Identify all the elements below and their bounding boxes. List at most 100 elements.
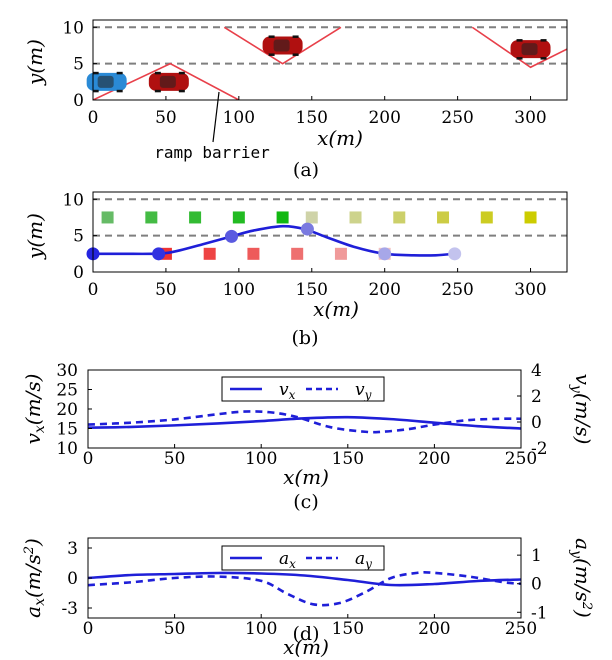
y-tick-label: 0 xyxy=(531,413,542,433)
y-tick-label: 10 xyxy=(56,439,78,459)
x-tick-label: 150 xyxy=(332,449,364,469)
x-ticks: 0 50 100 150 200 250 xyxy=(83,614,537,639)
x-axis-label: x(m) xyxy=(313,297,359,321)
y-tick-label: 10 xyxy=(62,18,84,38)
car-wheel xyxy=(116,71,123,75)
plot-frame xyxy=(92,191,568,273)
red-car xyxy=(148,71,189,93)
x-tick-label: 150 xyxy=(296,108,328,128)
trajectory-marker xyxy=(448,247,462,261)
vehicle-square xyxy=(247,247,260,260)
x-tick-label: 150 xyxy=(332,619,364,639)
y-axis-label-right: ay(m/s2) xyxy=(568,538,595,618)
y-tick-label: 25 xyxy=(56,381,78,401)
y-ticks-left: -3 0 3 xyxy=(61,539,92,619)
trajectory-marker xyxy=(225,229,239,243)
barrier-line xyxy=(471,26,567,69)
car-wheel xyxy=(178,89,185,93)
red-car xyxy=(262,35,303,56)
trajectory-marker xyxy=(152,247,166,261)
x-tick-label: 50 xyxy=(155,108,177,128)
vehicle-square xyxy=(189,211,202,224)
x-tick-label: 0 xyxy=(88,280,99,300)
vehicle-square xyxy=(232,211,245,224)
y-tick-label: 0 xyxy=(73,263,84,283)
y-tick-label: 0 xyxy=(67,569,78,589)
car-wheel xyxy=(516,57,523,60)
caption-c: (c) xyxy=(293,491,318,513)
y-ticks: 0 5 10 xyxy=(62,190,97,283)
x-tick-label: 0 xyxy=(88,108,99,128)
caption-d: (d) xyxy=(293,623,320,645)
y-axis-label-left: ax(m/s2) xyxy=(21,538,48,618)
x-tick-label: 200 xyxy=(418,619,450,639)
x-tick-label: 150 xyxy=(296,280,328,300)
x-tick-label: 0 xyxy=(83,449,94,469)
y-axis-label-right: vy(m/s) xyxy=(568,374,595,445)
car-wheel xyxy=(292,53,299,56)
y-ticks: 0 5 10 xyxy=(62,18,97,111)
lane-lines xyxy=(93,26,567,65)
y-tick-label: 0 xyxy=(531,575,542,595)
annotation-leader xyxy=(212,91,220,143)
annotation-ramp-barrier: ramp barrier xyxy=(154,143,270,162)
y-tick-label: 30 xyxy=(56,361,78,381)
x-ticks: 0 50 100 150 200 250 xyxy=(83,444,537,469)
legend: ax ay xyxy=(221,545,385,571)
car-wheel xyxy=(540,39,547,42)
car-wheel xyxy=(268,35,275,38)
x-tick-label: 50 xyxy=(164,449,186,469)
x-tick-label: 250 xyxy=(441,280,473,300)
trajectory-marker xyxy=(378,247,392,261)
lane-lines xyxy=(93,198,567,237)
vehicle-square xyxy=(101,211,114,224)
x-tick-label: 50 xyxy=(155,280,177,300)
car-roof xyxy=(159,75,176,88)
y-ticks-right: -1 0 1 xyxy=(517,546,548,623)
x-tick-label: 100 xyxy=(245,449,277,469)
series-vy xyxy=(88,410,521,434)
car-roof xyxy=(273,39,290,52)
car-wheel xyxy=(92,71,99,75)
panel-b: 0 50 100 150 200 250 300 0 5 10 y(m) x(m) (b) xyxy=(23,190,568,349)
y-axis-label: y(m) xyxy=(23,213,47,260)
trajectory xyxy=(93,224,455,257)
car-wheel xyxy=(516,39,523,42)
car-wheel xyxy=(268,53,275,56)
y-tick-label: -3 xyxy=(61,599,78,619)
y-ticks-right: -2 0 2 4 xyxy=(517,361,548,459)
x-tick-label: 200 xyxy=(368,280,400,300)
y-tick-label: 3 xyxy=(67,539,78,559)
car-roof xyxy=(97,75,114,88)
car-wheel xyxy=(178,71,185,75)
y-tick-label: 2 xyxy=(531,387,542,407)
x-ticks: 0 50 100 150 200 250 300 xyxy=(88,96,547,128)
trajectory-marker xyxy=(300,222,314,236)
y-axis-label-left: vx(m/s) xyxy=(21,374,48,445)
vehicle-square xyxy=(334,247,347,260)
y-tick-label: 20 xyxy=(56,400,78,420)
vehicle-square xyxy=(291,247,304,260)
y-tick-label: -1 xyxy=(531,603,548,623)
x-axis-label: x(m) xyxy=(283,635,329,659)
vehicle-square xyxy=(305,211,318,224)
vehicle-square xyxy=(480,211,493,224)
car-wheel xyxy=(92,89,99,93)
x-tick-label: 0 xyxy=(83,619,94,639)
red-car xyxy=(510,39,551,60)
vehicle-square xyxy=(393,211,406,224)
barrier-line xyxy=(223,26,342,65)
x-tick-label: 300 xyxy=(514,108,546,128)
x-tick-label: 100 xyxy=(223,108,255,128)
series-ay xyxy=(88,571,521,607)
vehicle-square xyxy=(203,247,216,260)
blue-ego-car xyxy=(86,71,127,93)
y-tick-label: 0 xyxy=(73,91,84,111)
series xyxy=(88,410,521,434)
x-tick-label: 300 xyxy=(514,280,546,300)
series xyxy=(88,571,521,607)
y-axis-label: y(m) xyxy=(23,39,47,86)
vehicle-square xyxy=(349,211,362,224)
